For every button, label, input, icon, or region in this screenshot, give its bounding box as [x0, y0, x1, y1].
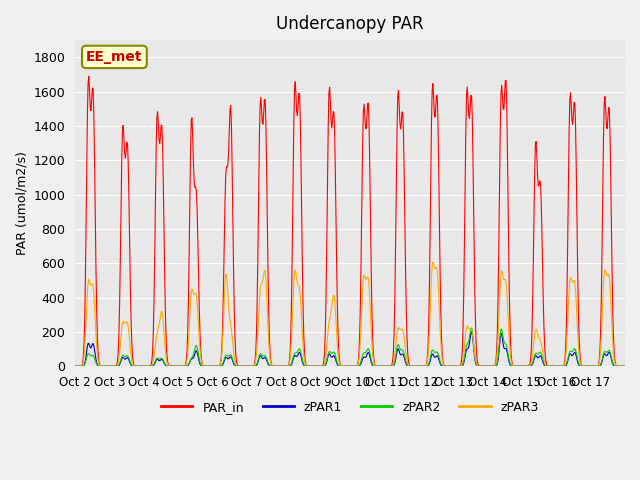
Line: zPAR1: zPAR1: [75, 332, 625, 366]
zPAR2: [468, 325, 476, 331]
zPAR3: [136, 363, 143, 369]
zPAR1: [438, 363, 446, 369]
zPAR2: [237, 363, 245, 369]
zPAR2: [136, 363, 143, 369]
zPAR1: [468, 329, 476, 335]
zPAR1: [408, 363, 415, 369]
zPAR1: [174, 363, 182, 369]
zPAR3: [552, 363, 560, 369]
PAR_in: [286, 347, 294, 353]
zPAR3: [71, 363, 79, 369]
zPAR2: [408, 363, 415, 369]
Line: PAR_in: PAR_in: [75, 76, 625, 366]
Text: EE_met: EE_met: [86, 50, 143, 64]
Legend: PAR_in, zPAR1, zPAR2, zPAR3: PAR_in, zPAR1, zPAR2, zPAR3: [156, 396, 544, 419]
zPAR1: [71, 363, 79, 369]
zPAR3: [438, 356, 446, 362]
PAR_in: [266, 335, 273, 341]
zPAR3: [285, 362, 292, 368]
Line: zPAR2: zPAR2: [75, 328, 625, 366]
Y-axis label: PAR (umol/m2/s): PAR (umol/m2/s): [15, 151, 28, 255]
PAR_in: [85, 73, 93, 79]
zPAR1: [265, 362, 273, 368]
zPAR2: [438, 363, 446, 369]
zPAR3: [264, 324, 272, 330]
PAR_in: [208, 363, 216, 369]
zPAR2: [285, 363, 293, 369]
PAR_in: [238, 363, 246, 369]
PAR_in: [621, 363, 629, 369]
zPAR1: [621, 363, 629, 369]
zPAR3: [429, 259, 436, 265]
PAR_in: [408, 363, 416, 369]
Line: zPAR3: zPAR3: [75, 262, 625, 366]
PAR_in: [71, 363, 79, 369]
zPAR2: [265, 361, 273, 367]
zPAR3: [237, 363, 244, 369]
zPAR2: [621, 363, 629, 369]
zPAR2: [174, 363, 182, 369]
zPAR1: [285, 363, 293, 369]
zPAR1: [136, 363, 143, 369]
PAR_in: [136, 363, 144, 369]
Title: Undercanopy PAR: Undercanopy PAR: [276, 15, 424, 33]
zPAR3: [407, 363, 415, 369]
PAR_in: [439, 358, 447, 364]
zPAR2: [71, 363, 79, 369]
zPAR1: [237, 363, 245, 369]
zPAR3: [621, 363, 629, 369]
